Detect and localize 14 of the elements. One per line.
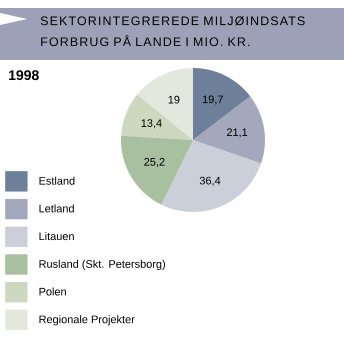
data-label: 21,1 <box>226 128 248 138</box>
data-label: 19 <box>168 96 180 104</box>
chart-title: SEKTORINTEGREREDE MILJØINDSATS FORBRUG PÅ LANDE I MIO. KR. <box>40 16 305 46</box>
data-label: 19,7 <box>202 95 223 105</box>
legend-label: Regionale Projekter <box>40 315 135 326</box>
legend-label: Litauen <box>40 232 74 240</box>
data-label: 25,2 <box>144 158 165 167</box>
legend-label: Polen <box>40 287 66 296</box>
data-label: 36,4 <box>200 176 220 186</box>
data-label: 13,4 <box>142 119 162 128</box>
legend-label: Letland <box>40 204 74 212</box>
chart-subtitle: 1998 <box>9 70 39 80</box>
legend-label: Rusland (Skt. Petersborg) <box>40 260 165 270</box>
legend-label: Estland <box>40 176 74 185</box>
